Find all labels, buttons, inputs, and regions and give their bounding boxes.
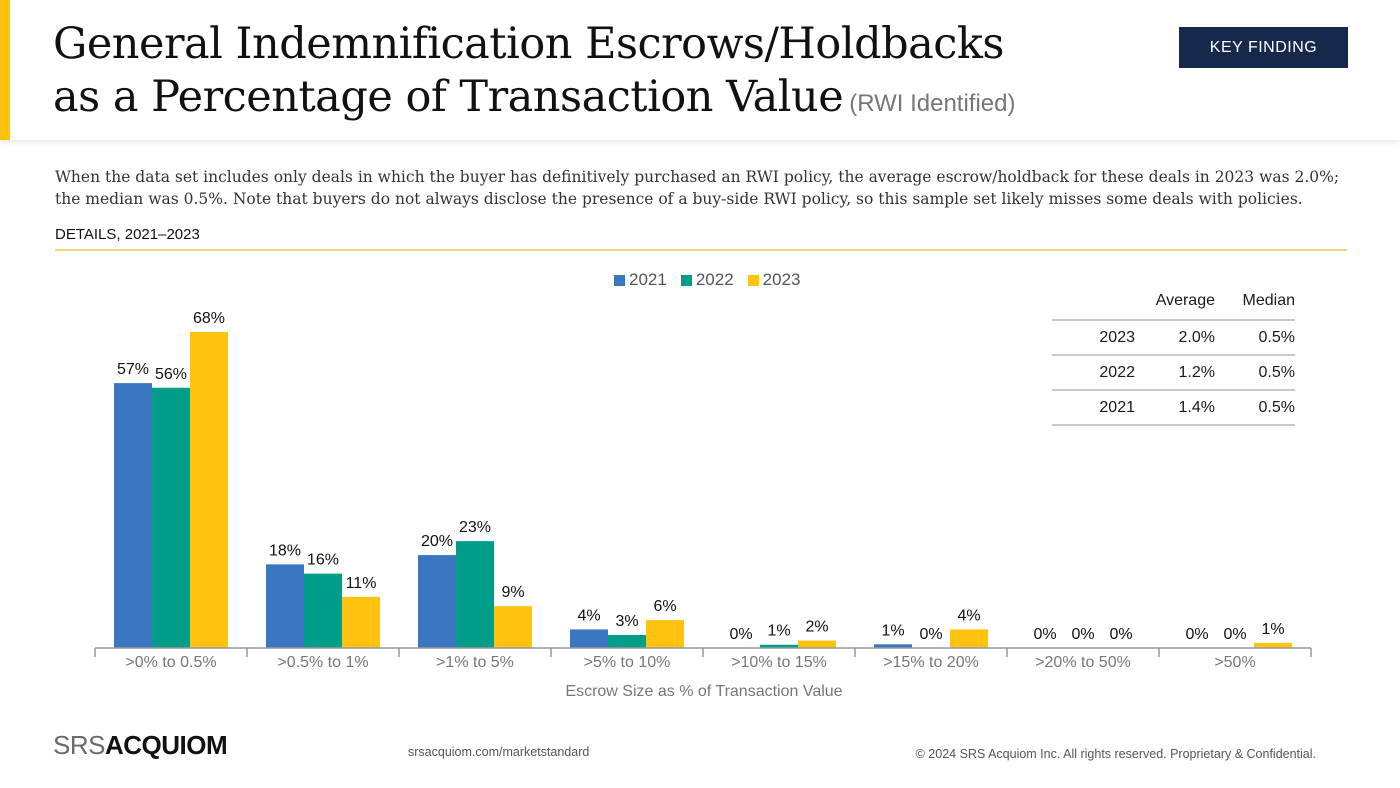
data-label: 68% (193, 310, 225, 327)
legend-label: 2021 (629, 270, 667, 289)
stats-median: 0.5% (1258, 363, 1295, 381)
x-tick-label: >1% to 5% (436, 654, 514, 671)
data-label: 4% (577, 607, 600, 624)
data-label: 0% (729, 626, 752, 643)
data-label: 57% (117, 361, 149, 378)
data-label: 18% (269, 542, 301, 559)
legend-item-2023: 2023 (747, 270, 801, 290)
bar-2023-7 (1254, 642, 1292, 648)
description: When the data set includes only deals in… (55, 168, 1340, 208)
legend-swatch (747, 274, 759, 286)
bar-2022-2 (456, 541, 494, 648)
title-suffix: (RWI Identified) (849, 90, 1016, 117)
x-axis-title: Escrow Size as % of Transaction Value (565, 683, 842, 700)
data-label: 1% (767, 623, 790, 640)
bar-2023-5 (950, 629, 988, 648)
legend-swatch (680, 274, 692, 286)
stats-median: 0.5% (1258, 398, 1295, 416)
bar-2021-2 (418, 555, 456, 648)
title-line-1: General Indemnification Escrows/Holdback… (53, 19, 1004, 69)
bar-2022-0 (152, 387, 190, 648)
bar-2023-2 (494, 606, 532, 648)
x-tick-label: >50% (1214, 654, 1255, 671)
data-label: 23% (459, 519, 491, 536)
stats-row: 2023 2.0% 0.5% (1052, 321, 1295, 356)
stats-average: 1.4% (1178, 398, 1215, 416)
bar-2021-5 (874, 644, 912, 648)
bar-2022-1 (304, 573, 342, 648)
data-label: 0% (1185, 626, 1208, 643)
data-label: 9% (501, 584, 524, 601)
data-label: 11% (346, 575, 377, 592)
bar-2023-1 (342, 596, 380, 648)
data-label: 4% (957, 607, 980, 624)
data-label: 1% (881, 622, 904, 639)
bar-2022-3 (608, 634, 646, 648)
header: General Indemnification Escrows/Holdback… (0, 0, 1400, 140)
key-finding-badge: KEY FINDING (1179, 27, 1348, 68)
stats-year: 2022 (1099, 363, 1135, 381)
x-tick-label: >5% to 10% (584, 654, 671, 671)
data-label: 0% (1223, 626, 1246, 643)
stats-header-row: Average Median (1052, 288, 1295, 321)
bar-2021-1 (266, 564, 304, 648)
stats-average: 1.2% (1178, 363, 1215, 381)
divider (55, 249, 1347, 251)
bar-2023-4 (798, 640, 836, 648)
stats-row: 2022 1.2% 0.5% (1052, 356, 1295, 391)
bar-2022-4 (760, 644, 798, 648)
data-label: 0% (1071, 626, 1094, 643)
x-tick-label: >0% to 0.5% (125, 654, 216, 671)
stats-header-median: Median (1242, 292, 1295, 309)
bar-2023-0 (190, 332, 228, 648)
data-label: 0% (919, 626, 942, 643)
stats-table: Average Median 2023 2.0% 0.5% 2022 1.2% … (1052, 288, 1295, 426)
footer-copyright: © 2024 SRS Acquiom Inc. All rights reser… (915, 747, 1316, 761)
stats-year: 2021 (1099, 398, 1135, 416)
legend-label: 2022 (695, 270, 734, 289)
bar-2023-3 (646, 620, 684, 648)
x-tick-label: >20% to 50% (1035, 654, 1131, 671)
logo-acquiom: ACQUIOM (104, 730, 228, 760)
srs-acquiom-logo: SRSACQUIOM (53, 730, 228, 761)
legend-swatch (614, 274, 625, 286)
data-label: 0% (1109, 626, 1132, 643)
x-tick-label: >10% to 15% (731, 654, 827, 671)
logo-srs: SRS (53, 730, 105, 760)
details-label: DETAILS, 2021–2023 (55, 226, 200, 243)
x-tick-label: >0.5% to 1% (277, 654, 368, 671)
x-tick-label: >15% to 20% (883, 654, 979, 671)
title-line-2: as a Percentage of Transaction Value (53, 72, 844, 122)
data-label: 1% (1261, 621, 1284, 638)
stats-year: 2023 (1099, 328, 1135, 346)
data-label: 2% (805, 619, 828, 636)
data-label: 6% (653, 598, 676, 615)
accent-bar (0, 0, 10, 140)
data-label: 20% (421, 533, 453, 550)
legend-label: 2023 (762, 270, 801, 289)
data-label: 56% (155, 366, 187, 383)
stats-median: 0.5% (1258, 328, 1295, 346)
legend-item-2021: 2021 (614, 270, 667, 290)
legend-item-2022: 2022 (680, 270, 734, 290)
bar-2021-3 (570, 629, 608, 648)
data-label: 0% (1033, 626, 1056, 643)
page-title: General Indemnification Escrows/Holdback… (53, 18, 1015, 130)
stats-row: 2021 1.4% 0.5% (1052, 391, 1295, 426)
stats-header-average: Average (1155, 292, 1215, 309)
bar-2021-0 (114, 383, 152, 648)
stats-average: 2.0% (1178, 328, 1215, 346)
data-label: 3% (615, 613, 638, 630)
chart-legend: 2021 2022 2023 (614, 270, 800, 290)
footer-url[interactable]: srsacquiom.com/marketstandard (408, 745, 590, 759)
data-label: 16% (307, 552, 339, 569)
